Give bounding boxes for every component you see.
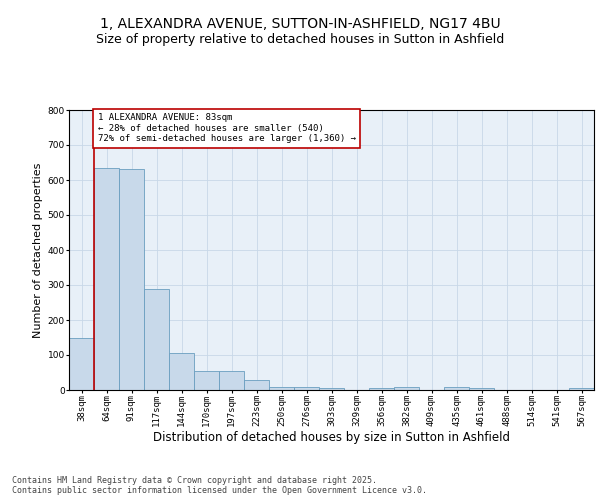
Bar bbox=[469, 388, 494, 390]
Bar bbox=[369, 388, 394, 390]
Text: 1 ALEXANDRA AVENUE: 83sqm
← 28% of detached houses are smaller (540)
72% of semi: 1 ALEXANDRA AVENUE: 83sqm ← 28% of detac… bbox=[98, 114, 356, 144]
X-axis label: Distribution of detached houses by size in Sutton in Ashfield: Distribution of detached houses by size … bbox=[153, 430, 510, 444]
Bar bbox=[269, 386, 294, 390]
Bar bbox=[444, 386, 469, 390]
Bar bbox=[219, 371, 244, 390]
Bar bbox=[294, 386, 319, 390]
Bar bbox=[319, 388, 344, 390]
Bar bbox=[394, 386, 419, 390]
Y-axis label: Number of detached properties: Number of detached properties bbox=[34, 162, 43, 338]
Bar bbox=[144, 288, 169, 390]
Bar bbox=[169, 353, 194, 390]
Bar bbox=[119, 170, 144, 390]
Text: Contains HM Land Registry data © Crown copyright and database right 2025.
Contai: Contains HM Land Registry data © Crown c… bbox=[12, 476, 427, 495]
Bar bbox=[569, 388, 594, 390]
Text: 1, ALEXANDRA AVENUE, SUTTON-IN-ASHFIELD, NG17 4BU: 1, ALEXANDRA AVENUE, SUTTON-IN-ASHFIELD,… bbox=[100, 18, 500, 32]
Bar bbox=[194, 371, 219, 390]
Bar bbox=[94, 168, 119, 390]
Bar bbox=[244, 380, 269, 390]
Text: Size of property relative to detached houses in Sutton in Ashfield: Size of property relative to detached ho… bbox=[96, 32, 504, 46]
Bar bbox=[69, 338, 94, 390]
